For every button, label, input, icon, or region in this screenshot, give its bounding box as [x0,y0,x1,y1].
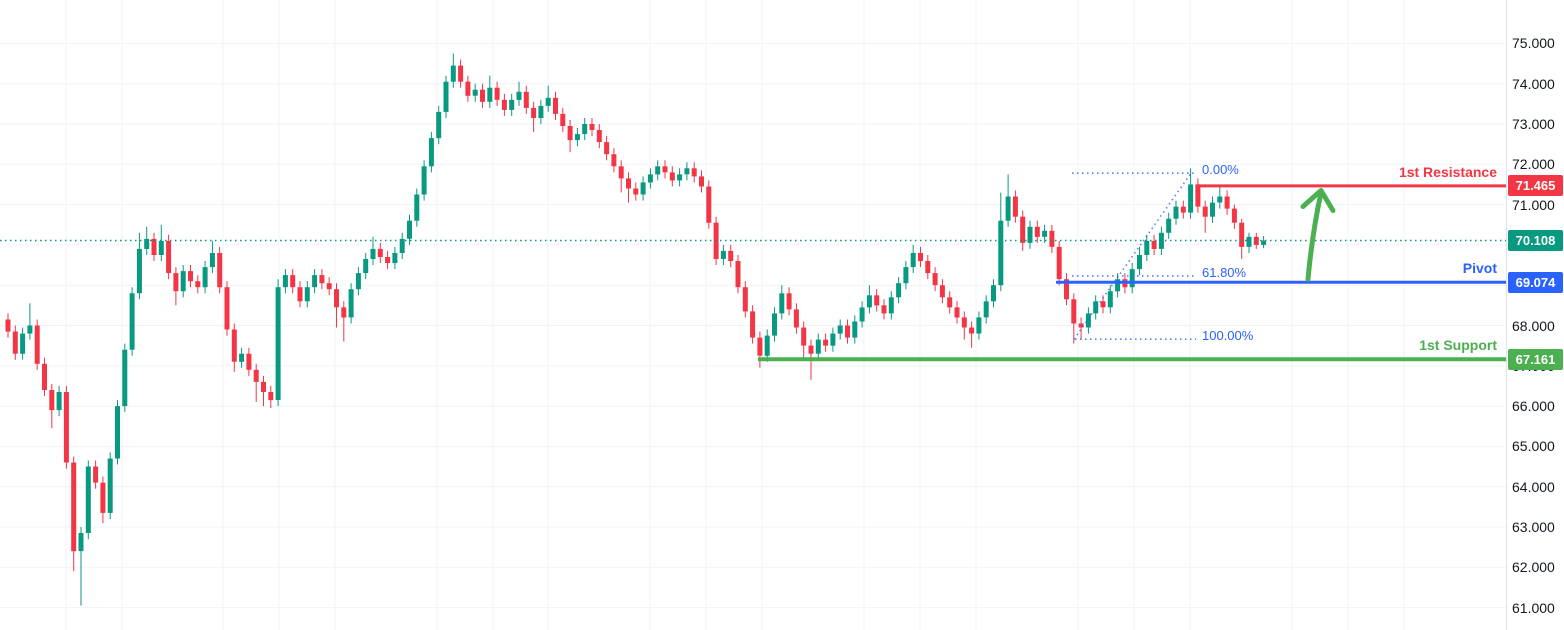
fib-level-100-label[interactable]: 100.00% [1202,328,1254,344]
price-axis-tick: 62.000 [1512,559,1555,576]
last-price-badge: 70.108 [1508,230,1563,251]
price-axis-tick: 71.000 [1512,196,1555,213]
candles-series [5,53,1267,606]
support-label[interactable]: 1st Support [1419,337,1497,354]
support-price-badge: 67.161 [1508,348,1563,370]
price-axis-tick: 73.000 [1512,116,1555,132]
price-axis-tick: 75.000 [1512,35,1555,52]
price-axis-tick: 63.000 [1512,519,1555,535]
price-axis-tick: 66.000 [1512,398,1555,415]
price-axis-tick: 72.000 [1512,156,1555,173]
fib-level-618-label[interactable]: 61.80% [1202,264,1247,280]
up-arrow[interactable] [1300,188,1336,282]
price-axis-tick: 64.000 [1512,478,1555,495]
pivot-price-badge: 69.074 [1508,271,1563,293]
price-axis-tick: 68.000 [1512,317,1555,334]
price-axis[interactable]: 75.00074.00073.00072.00071.00070.00069.0… [1506,0,1564,630]
fib-level-0-label[interactable]: 0.00% [1202,162,1239,178]
price-axis-tick: 61.000 [1512,599,1555,616]
resistance-label[interactable]: 1st Resistance [1398,163,1497,180]
pivot-label[interactable]: Pivot [1462,260,1497,277]
fib-retracement-tool[interactable] [1072,172,1196,341]
resistance-price-badge: 71.465 [1508,175,1563,197]
price-axis-tick: 74.000 [1512,75,1555,92]
price-axis-tick: 65.000 [1512,438,1555,455]
